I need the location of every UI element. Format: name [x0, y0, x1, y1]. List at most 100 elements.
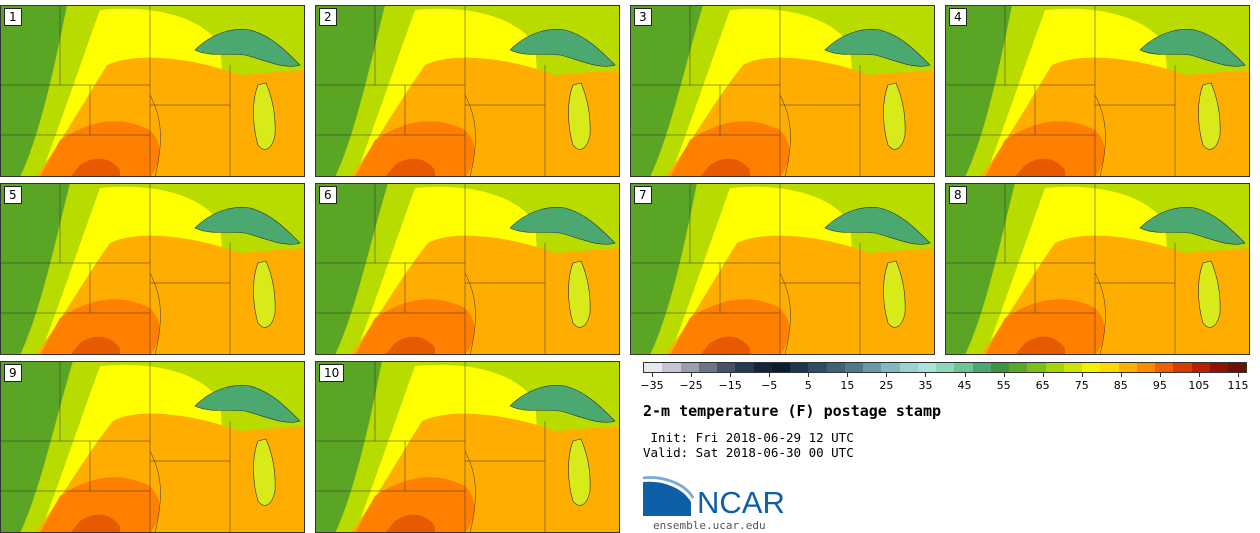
lake-superior — [509, 207, 616, 245]
colorbar-bin — [735, 363, 754, 372]
colorbar-bin — [771, 363, 790, 372]
lake-michigan — [568, 82, 591, 150]
ensemble-member-panel-9: 9 — [0, 361, 305, 533]
colorbar-tick — [1081, 373, 1083, 377]
river-border — [1094, 272, 1106, 355]
temperature-map — [0, 361, 305, 533]
colorbar-tick-label: −35 — [640, 379, 664, 392]
panel-frame — [945, 5, 1250, 177]
river-border — [779, 272, 791, 355]
colorbar-bin — [717, 363, 736, 372]
panel-frame — [0, 5, 305, 177]
state-borders — [315, 183, 546, 355]
colorbar-bin — [1228, 363, 1247, 372]
core-hot-spot — [385, 336, 435, 355]
panel-frame — [630, 183, 935, 355]
colorbar-tick — [808, 373, 810, 377]
lake-superior — [1139, 29, 1246, 67]
member-number-label: 6 — [319, 186, 337, 204]
colorbar-tick-label: 15 — [840, 379, 855, 392]
core-hot-spot — [70, 158, 120, 177]
member-number-label: 10 — [319, 364, 345, 382]
core-hot-spot — [70, 336, 120, 355]
colorbar-tick-label: 85 — [1113, 379, 1128, 392]
colorbar-bin — [936, 363, 955, 372]
colorbar-tick-label: −15 — [718, 379, 742, 392]
colorbar-bin — [1027, 363, 1046, 372]
colorbar-bin — [1209, 363, 1228, 372]
member-number-label: 8 — [949, 186, 967, 204]
colorbar-tick-label: 25 — [879, 379, 894, 392]
member-number-label: 9 — [4, 364, 22, 382]
ensemble-member-panel-5: 5 — [0, 183, 305, 355]
colorbar-bin — [1191, 363, 1210, 372]
ensemble-member-panel-3: 3 — [630, 5, 935, 177]
colorbar-bin — [1063, 363, 1082, 372]
lake-michigan — [568, 260, 591, 328]
colorbar-tick-label: 95 — [1152, 379, 1167, 392]
colorbar-bin — [680, 363, 699, 372]
colorbar-tick-label: 35 — [918, 379, 933, 392]
colorbar-tick-label: −5 — [761, 379, 778, 392]
ensemble-member-panel-6: 6 — [315, 183, 620, 355]
member-number-label: 5 — [4, 186, 22, 204]
colorbar-bin — [1045, 363, 1064, 372]
colorbar-bin — [844, 363, 863, 372]
lake-michigan — [1198, 82, 1221, 150]
panel-frame — [315, 5, 620, 177]
temperature-map — [630, 183, 935, 355]
colorbar-tick — [691, 373, 693, 377]
colorbar-tick — [1159, 373, 1161, 377]
colorbar-bin — [899, 363, 918, 372]
panel-frame — [630, 5, 935, 177]
colorbar-bin — [1082, 363, 1101, 372]
figure-title: 2-m temperature (F) postage stamp — [643, 402, 942, 420]
lake-michigan — [253, 82, 276, 150]
lake-superior — [509, 29, 616, 67]
colorbar-tick-label: 5 — [804, 379, 812, 392]
colorbar-bin — [826, 363, 845, 372]
temperature-map — [315, 183, 620, 355]
river-border — [464, 94, 476, 177]
colorbar-tick-label: 115 — [1227, 379, 1249, 392]
ncar-logo-text: NCAR — [697, 485, 785, 520]
colorbar-tick — [847, 373, 849, 377]
panel-frame — [0, 183, 305, 355]
colorbar-tick-labels: −35 −25 −15 −5 5 15 25 35 45 55 65 75 85 95 105 115 — [640, 373, 1249, 397]
core-hot-spot — [385, 514, 435, 533]
state-borders — [945, 183, 1176, 355]
ncar-logo-icon — [643, 476, 695, 516]
lake-michigan — [1198, 260, 1221, 328]
river-border — [149, 450, 161, 533]
colorbar-bin — [644, 363, 663, 372]
colorbar-tick — [964, 373, 966, 377]
core-hot-spot — [70, 514, 120, 533]
member-number-label: 4 — [949, 8, 967, 26]
colorbar-tick — [925, 373, 927, 377]
colorbar-tick-label: 65 — [1035, 379, 1050, 392]
colorbar-tick-label: 75 — [1074, 379, 1089, 392]
colorbar-bin — [881, 363, 900, 372]
colorbar-tick — [1120, 373, 1122, 377]
ensemble-member-panel-10: 10 — [315, 361, 620, 533]
colorbar-bin — [863, 363, 882, 372]
state-borders — [630, 5, 861, 177]
river-border — [464, 450, 476, 533]
temperature-map — [315, 361, 620, 533]
ensemble-member-panel-1: 1 — [0, 5, 305, 177]
colorbar-bin — [753, 363, 772, 372]
river-border — [464, 272, 476, 355]
colorbar-tick — [730, 373, 732, 377]
temperature-colorbar — [643, 362, 1247, 373]
river-border — [149, 272, 161, 355]
colorbar-bin — [954, 363, 973, 372]
core-hot-spot — [1015, 158, 1065, 177]
core-hot-spot — [1015, 336, 1065, 355]
ensemble-member-panel-7: 7 — [630, 183, 935, 355]
member-number-label: 7 — [634, 186, 652, 204]
website-url: ensemble.ucar.edu — [653, 519, 766, 532]
lake-superior — [194, 385, 301, 423]
lake-superior — [194, 207, 301, 245]
colorbar-tick — [1238, 373, 1239, 377]
colorbar-bin — [1173, 363, 1192, 372]
